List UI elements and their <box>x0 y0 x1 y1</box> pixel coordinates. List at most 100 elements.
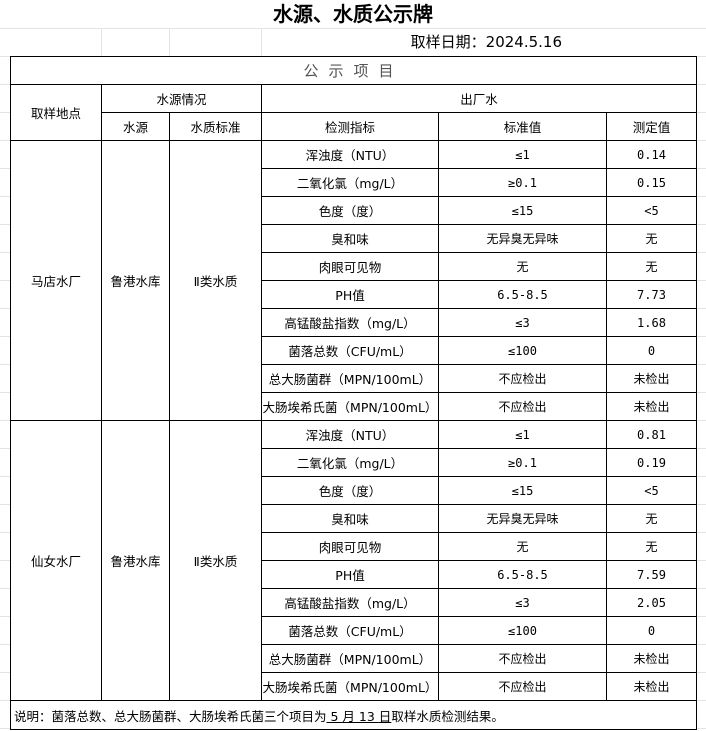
water-quality-class: Ⅱ类水质 <box>169 140 262 421</box>
measured-cell: 0 <box>606 336 697 365</box>
measured-cell: 无 <box>606 532 697 561</box>
indicator-cell: 大肠埃希氏菌（MPN/100mL） <box>261 672 439 701</box>
table-row: PH值 6.5-8.5 7.59 <box>11 560 697 589</box>
measured-cell: 无 <box>606 252 697 281</box>
standard-cell: 无异臭无异味 <box>438 504 607 533</box>
measured-cell: 7.59 <box>606 560 697 589</box>
measured-cell: 0 <box>606 616 697 645</box>
measured-cell: 无 <box>606 224 697 253</box>
water-source: 鲁港水库 <box>101 420 170 701</box>
table-row: 肉眼可见物无无 <box>11 532 697 561</box>
standard-cell: ≤3 <box>438 588 607 617</box>
water-source: 鲁港水库 <box>101 140 170 421</box>
table-row: 二氧化氯（mg/L） ≥0.1 0.15 <box>11 168 697 197</box>
grid-line <box>169 0 170 56</box>
indicator-cell: 高锰酸盐指数（mg/L） <box>261 308 439 337</box>
note-month: 5 <box>326 708 343 724</box>
note-text: 说明：菌落总数、总大肠菌群、大肠埃希氏菌三个项目为 <box>14 708 327 724</box>
indicator-cell: 臭和味 <box>261 504 439 533</box>
measured-cell: 未检出 <box>606 644 697 673</box>
measured-cell: 0.81 <box>606 420 697 449</box>
measured-cell: 7.73 <box>606 280 697 309</box>
header-standard: 标准值 <box>438 112 607 141</box>
standard-cell: ≤100 <box>438 616 607 645</box>
indicator-cell: 总大肠菌群（MPN/100mL） <box>261 364 439 393</box>
indicator-cell: 菌落总数（CFU/mL） <box>261 336 439 365</box>
indicator-cell: PH值 <box>261 560 439 589</box>
standard-cell: 6.5-8.5 <box>438 560 607 589</box>
standard-cell: 无异臭无异味 <box>438 224 607 253</box>
measured-cell: 1.68 <box>606 308 697 337</box>
header-indicator: 检测指标 <box>261 112 439 141</box>
table-row: 菌落总数（CFU/mL） ≤100 0 <box>11 616 697 645</box>
measured-cell: <5 <box>606 476 697 505</box>
standard-cell: 不应检出 <box>438 364 607 393</box>
standard-cell: 无 <box>438 252 607 281</box>
table-row: 色度（度） ≤15 <5 <box>11 476 697 505</box>
measured-cell: 0.14 <box>606 140 697 169</box>
header-quality-std: 水质标准 <box>169 112 262 141</box>
header-outlet: 出厂水 <box>261 84 697 113</box>
indicator-cell: 肉眼可见物 <box>261 532 439 561</box>
table-row: 肉眼可见物无无 <box>11 252 697 281</box>
indicator-cell: 二氧化氯（mg/L） <box>261 168 439 197</box>
standard-cell: 不应检出 <box>438 644 607 673</box>
table-row: 大肠埃希氏菌（MPN/100mL） 不应检出 未检出 <box>11 672 697 701</box>
standard-cell: ≤15 <box>438 476 607 505</box>
indicator-cell: 色度（度） <box>261 476 439 505</box>
sample-date: 取样日期：2024.5.16 <box>410 33 562 51</box>
indicator-cell: 肉眼可见物 <box>261 252 439 281</box>
indicator-cell: PH值 <box>261 280 439 309</box>
standard-cell: 不应检出 <box>438 672 607 701</box>
water-quality-class: Ⅱ类水质 <box>169 420 262 701</box>
section-header: 公示项目 <box>10 56 697 85</box>
standard-cell: 不应检出 <box>438 392 607 421</box>
grid-line <box>261 0 262 56</box>
note-suffix: 取样水质检测结果。 <box>391 708 504 724</box>
plant-name: 马店水厂 <box>10 140 102 421</box>
note-day: 13 <box>354 708 379 724</box>
water-quality-table: 公示项目 取样地点 水源情况 出厂水 水源 水质标准 检测指标 标准值 测定值 马店水厂 鲁港… <box>10 56 697 730</box>
measured-cell: 未检出 <box>606 364 697 393</box>
standard-cell: ≤100 <box>438 336 607 365</box>
plant-name: 仙女水厂 <box>10 420 102 701</box>
indicator-cell: 总大肠菌群（MPN/100mL） <box>261 644 439 673</box>
standard-cell: ≥0.1 <box>438 448 607 477</box>
grid-line <box>101 0 102 56</box>
indicator-cell: 菌落总数（CFU/mL） <box>261 616 439 645</box>
table-row: 仙女水厂 鲁港水库 Ⅱ类水质 浑浊度（NTU） ≤1 0.81 <box>10 420 697 701</box>
measured-cell: 未检出 <box>606 392 697 421</box>
measured-cell: <5 <box>606 196 697 225</box>
header-site: 取样地点 <box>10 84 102 141</box>
note-month-unit: 月 <box>342 708 355 724</box>
table-row: 菌落总数（CFU/mL） ≤100 0 <box>11 336 697 365</box>
page-title: 水源、水质公示牌 <box>0 0 706 28</box>
indicator-cell: 浑浊度（NTU） <box>261 140 439 169</box>
indicator-cell: 色度（度） <box>261 196 439 225</box>
measured-cell: 无 <box>606 504 697 533</box>
standard-cell: ≤15 <box>438 196 607 225</box>
header-source-info: 水源情况 <box>101 84 262 113</box>
standard-cell: ≤3 <box>438 308 607 337</box>
indicator-cell: 二氧化氯（mg/L） <box>261 448 439 477</box>
standard-cell: 6.5-8.5 <box>438 280 607 309</box>
table-row: 大肠埃希氏菌（MPN/100mL） 不应检出 未检出 <box>11 392 697 421</box>
standard-cell: ≥0.1 <box>438 168 607 197</box>
standard-cell: ≤1 <box>438 420 607 449</box>
measured-cell: 0.15 <box>606 168 697 197</box>
indicator-cell: 大肠埃希氏菌（MPN/100mL） <box>261 392 439 421</box>
standard-cell: 无 <box>438 532 607 561</box>
header-source: 水源 <box>101 112 170 141</box>
indicator-cell: 臭和味 <box>261 224 439 253</box>
indicator-cell: 高锰酸盐指数（mg/L） <box>261 588 439 617</box>
standard-cell: ≤1 <box>438 140 607 169</box>
table-row: 总大肠菌群（MPN/100mL） 不应检出 未检出 <box>11 364 697 393</box>
table-row: 马店水厂 鲁港水库 Ⅱ类水质 浑浊度（NTU） ≤1 0.14 <box>10 140 697 421</box>
footnote: 说明：菌落总数、总大肠菌群、大肠埃希氏菌三个项目为 5 月 13 日取样水质检测… <box>10 700 697 730</box>
measured-cell: 0.19 <box>606 448 697 477</box>
indicator-cell: 浑浊度（NTU） <box>261 420 439 449</box>
measured-cell: 未检出 <box>606 672 697 701</box>
measured-cell: 2.05 <box>606 588 697 617</box>
note-day-unit: 日 <box>378 708 392 724</box>
table-row: 高锰酸盐指数（mg/L） ≤3 2.05 <box>11 588 697 617</box>
